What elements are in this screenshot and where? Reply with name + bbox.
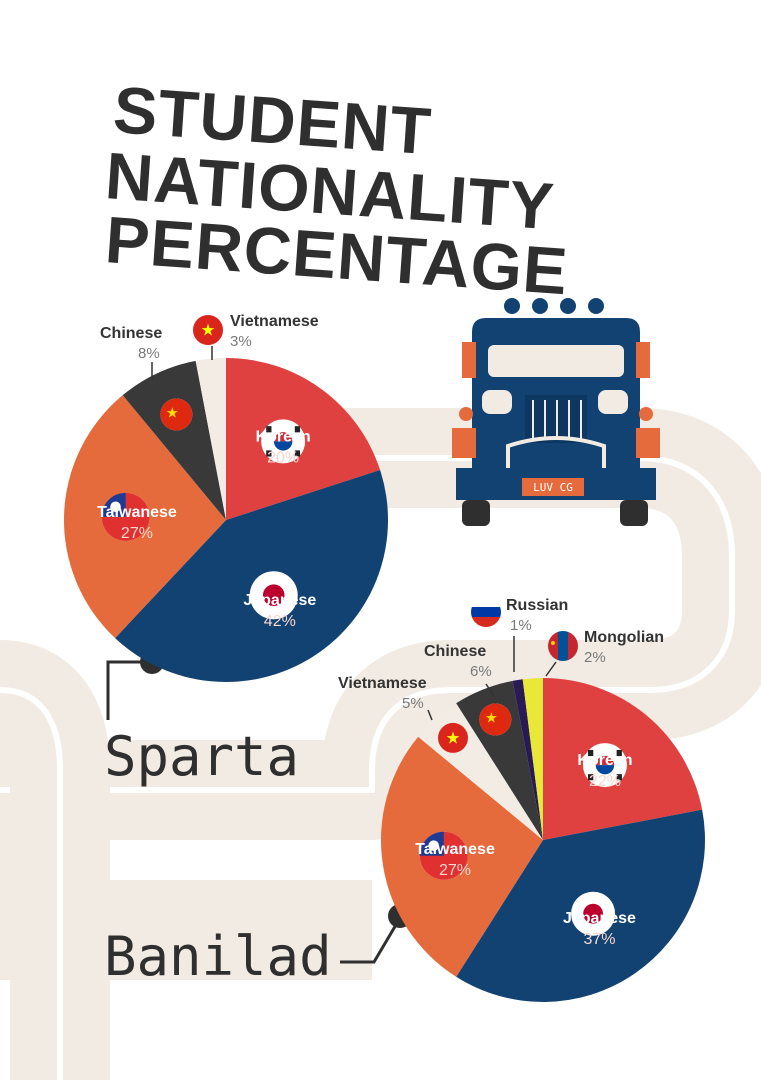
slice-label-vietnamese: Vietnamese: [338, 675, 427, 692]
slice-value-japanese: 37%: [583, 931, 615, 948]
pie-slice-russian: [512, 679, 543, 840]
road-background: [0, 408, 761, 1080]
slice-value-russian: 1%: [510, 617, 532, 634]
pie-slice-vietnamese: [195, 358, 226, 520]
license-plate: LUV CG: [533, 481, 573, 494]
jeepney-illustration: LUV CG: [452, 298, 660, 526]
china-flag-icon: ★: [160, 398, 193, 431]
korea-flag-icon: [582, 743, 627, 788]
svg-text:★: ★: [166, 406, 179, 422]
pie-slice-mongolian: [522, 678, 543, 840]
slice-value-taiwanese: 27%: [439, 862, 471, 879]
svg-text:★: ★: [446, 729, 461, 748]
slice-label-korean: Korean: [256, 428, 311, 445]
slice-value-korean: 22%: [589, 773, 621, 790]
japan-flag-icon: [571, 891, 616, 936]
slice-value-vietnamese: 3%: [230, 333, 252, 350]
slice-label-russian: Russian: [506, 597, 568, 614]
slice-label-korean: Korean: [577, 752, 632, 769]
svg-text:★: ★: [201, 321, 216, 340]
pie-slice-japanese: [115, 469, 389, 682]
slice-label-chinese: Chinese: [424, 643, 486, 660]
russia-flag-icon: [471, 597, 501, 627]
slice-value-chinese: 6%: [470, 663, 492, 680]
slice-value-vietnamese: 5%: [402, 695, 424, 712]
china-flag-icon: ★: [479, 703, 512, 736]
slice-label-taiwanese: Taiwanese: [97, 504, 177, 521]
vietnam-flag-icon: ★: [193, 315, 223, 345]
pie-chart-banilad: Korean 22% Japanese 37% Taiwanese 27% ★ Vietnam…: [338, 597, 706, 1003]
slice-value-chinese: 8%: [138, 345, 160, 362]
slice-label-vietnamese: Vietnamese: [230, 313, 319, 330]
taiwan-flag-icon: [419, 831, 468, 880]
slice-label-japanese: Japanese: [243, 592, 316, 609]
slice-value-japanese: 42%: [264, 613, 296, 630]
slice-label-chinese: Chinese: [100, 325, 162, 342]
svg-text:★: ★: [485, 711, 498, 727]
slice-label-japanese: Japanese: [563, 910, 636, 927]
slice-value-korean: 20%: [267, 449, 299, 466]
slice-value-mongolian: 2%: [584, 649, 606, 666]
mongolia-flag-icon: [548, 631, 578, 661]
slice-label-taiwanese: Taiwanese: [415, 841, 495, 858]
site-label-sparta: Sparta: [104, 725, 299, 788]
slice-value-taiwanese: 27%: [121, 525, 153, 542]
pie-slice-chinese: [456, 680, 543, 840]
site-label-banilad: Banilad: [104, 925, 332, 988]
title: STUDENT NATIONALITY PERCENTAGE: [103, 72, 571, 308]
pie-slice-chinese: [122, 360, 226, 520]
japan-flag-icon: [249, 571, 298, 620]
slice-label-mongolian: Mongolian: [584, 629, 664, 646]
pie-chart-sparta: Korean 20% Japanese 42% Taiwanese 27% ★ Chinese…: [63, 313, 389, 682]
vietnam-flag-icon: ★: [438, 722, 469, 753]
taiwan-flag-icon: [101, 492, 150, 541]
korea-flag-icon: [261, 419, 306, 464]
